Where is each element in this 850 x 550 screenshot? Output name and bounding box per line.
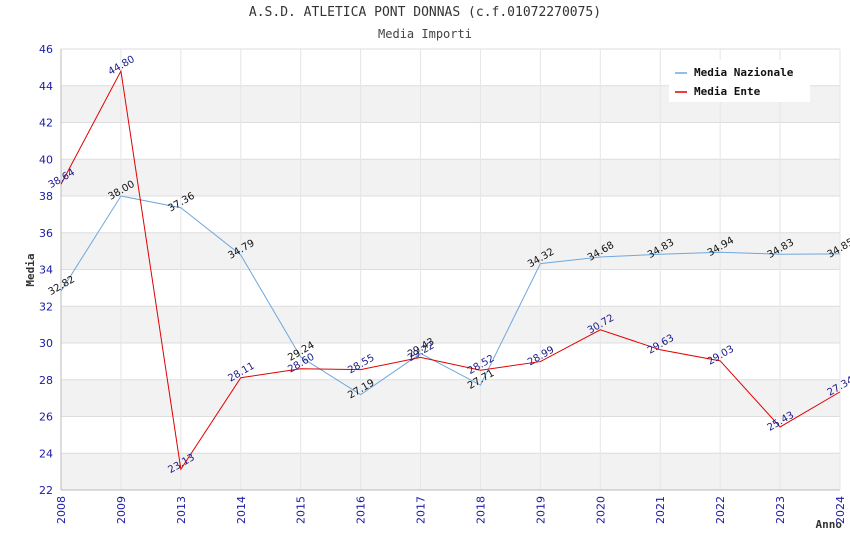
grid-band — [61, 159, 840, 196]
data-label-media-ente: 28.99 — [526, 344, 556, 368]
y-tick-label: 26 — [39, 411, 53, 424]
y-tick-label: 28 — [39, 374, 53, 387]
chart-subtitle: Media Importi — [378, 27, 472, 41]
x-tick-label: 2013 — [175, 496, 188, 524]
x-axis-title: Anno — [816, 518, 843, 531]
y-tick-label: 24 — [39, 447, 53, 460]
x-tick-label: 2021 — [654, 496, 667, 524]
x-tick-label: 2015 — [295, 496, 308, 524]
grid-band — [61, 232, 840, 270]
x-tick-label: 2014 — [235, 496, 248, 524]
x-tick-label: 2018 — [474, 496, 487, 524]
grid-band — [61, 453, 840, 490]
y-tick-label: 38 — [39, 190, 53, 203]
x-tick-label: 2016 — [355, 496, 368, 524]
series-line-media-ente — [60, 69, 841, 471]
chart-title: A.S.D. ATLETICA PONT DONNAS (c.f.0107227… — [248, 5, 602, 20]
y-tick-label: 36 — [39, 227, 53, 240]
y-tick-label: 22 — [39, 484, 53, 497]
y-tick-label: 32 — [39, 300, 53, 313]
legend-box — [669, 60, 810, 102]
x-tick-label: 2022 — [714, 496, 727, 524]
y-axis-title: Media — [24, 253, 37, 286]
y-tick-label: 42 — [39, 117, 53, 130]
y-tick-label: 34 — [39, 264, 53, 277]
x-tick-label: 2024 — [834, 496, 847, 524]
y-tick-label: 40 — [39, 153, 53, 166]
x-tick-label: 2017 — [415, 496, 428, 524]
x-tick-label: 2020 — [594, 496, 607, 524]
legend-label: Media Nazionale — [694, 66, 794, 79]
x-tick-label: 2009 — [115, 496, 128, 524]
y-tick-label: 30 — [39, 337, 53, 350]
x-tick-label: 2008 — [55, 496, 68, 524]
grid-band — [61, 379, 840, 417]
x-tick-label: 2023 — [774, 496, 787, 524]
series-line-media-nazionale — [60, 195, 841, 396]
legend-label: Media Ente — [694, 85, 761, 98]
data-label-media-ente: 28.55 — [346, 353, 376, 377]
data-label-media-ente: 29.03 — [706, 344, 736, 368]
data-label-media-nazionale: 32.82 — [47, 274, 77, 298]
y-tick-label: 46 — [39, 43, 53, 56]
grid-band — [61, 306, 840, 343]
x-tick-label: 2019 — [534, 496, 547, 524]
y-tick-label: 44 — [39, 80, 53, 93]
